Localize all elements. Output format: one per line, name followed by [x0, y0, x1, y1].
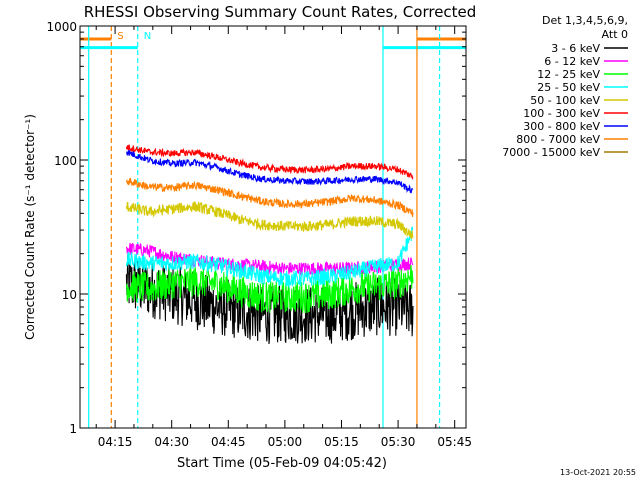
x-axis: 04:15 04:30 04:45 05:00 05:15 05:30 05:45 — [95, 26, 472, 449]
legend-entry-label: 6 - 12 keV — [544, 55, 600, 68]
x-tick-label: 04:15 — [98, 435, 133, 449]
x-tick-label: 04:45 — [211, 435, 246, 449]
series-lines — [125, 144, 414, 345]
x-tick-label: 05:30 — [381, 435, 416, 449]
x-tick-label: 05:00 — [268, 435, 303, 449]
y-tick-label: 1 — [69, 422, 77, 436]
chart-title: RHESSI Observing Summary Count Rates, Co… — [84, 3, 477, 21]
legend-entry-label: 800 - 7000 keV — [516, 133, 600, 146]
legend-entry-label: 12 - 25 keV — [537, 68, 600, 81]
legend-entry-label: 25 - 50 keV — [537, 81, 600, 94]
y-tick-label: 10 — [62, 288, 77, 302]
time-marker-label: N — [144, 31, 151, 42]
legend-entry-label: 300 - 800 keV — [523, 120, 600, 133]
plot-frame — [79, 25, 467, 429]
series-line — [125, 201, 414, 240]
x-tick-label: 05:15 — [324, 435, 359, 449]
footer-date: 13-Oct-2021 20:55 — [560, 468, 636, 477]
y-axis: 1 10 100 1000 — [46, 20, 466, 436]
x-tick-label: 04:30 — [154, 435, 189, 449]
legend-entry-label: 50 - 100 keV — [530, 94, 600, 107]
time-marker-label: S — [117, 31, 123, 42]
legend-entry-label: 100 - 300 keV — [523, 107, 600, 120]
y-tick-label: 100 — [54, 154, 77, 168]
series-line — [125, 264, 414, 314]
series-line — [125, 242, 414, 276]
x-axis-label: Start Time (05-Feb-09 04:05:42) — [177, 456, 387, 471]
legend-header-line-1: Det 1,3,4,5,6,9, — [542, 14, 628, 27]
legend-entry-label: 7000 - 15000 keV — [502, 146, 600, 159]
series-line — [125, 144, 414, 181]
y-axis-label: Corrected Count Rate (s⁻¹ detector⁻¹) — [23, 114, 37, 340]
legend-entry-label: 3 - 6 keV — [551, 42, 600, 55]
legend-header-line-2: Att 0 — [602, 28, 628, 41]
series-line — [125, 226, 414, 289]
y-tick-label: 1000 — [46, 20, 77, 34]
series-line — [125, 150, 414, 194]
x-tick-label: 05:45 — [437, 435, 472, 449]
series-line — [125, 177, 414, 217]
